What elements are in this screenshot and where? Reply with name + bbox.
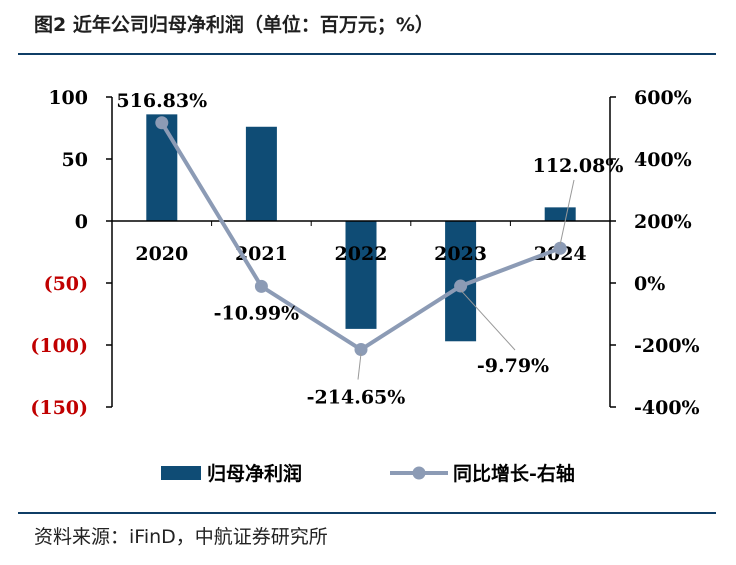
right-tick-label: 0% — [634, 273, 665, 295]
category-label-2022: 2022 — [335, 243, 388, 265]
right-tick-label: -200% — [634, 335, 700, 357]
category-label-2023: 2023 — [434, 243, 487, 265]
left-tick-label: 50 — [62, 149, 88, 171]
chart-title: 图2 近年公司归母净利润（单位：百万元；%） — [34, 14, 434, 36]
category-label-2021: 2021 — [235, 243, 288, 265]
bar-2021 — [245, 126, 277, 221]
right-tick-label: -400% — [634, 397, 700, 419]
left-tick-label: 100 — [48, 87, 88, 109]
source-note: 资料来源：iFinD，中航证券研究所 — [34, 526, 328, 548]
data-label-2020: 516.83% — [116, 90, 207, 112]
growth-point-2020 — [155, 116, 169, 130]
legend-bar-label: 归母净利润 — [207, 462, 302, 485]
top-divider — [18, 53, 716, 55]
bar-2020 — [146, 114, 178, 221]
bar-2022 — [345, 221, 377, 329]
legend-bar-swatch — [161, 466, 201, 480]
category-label-2020: 2020 — [135, 243, 188, 265]
growth-point-2022 — [354, 343, 368, 357]
leader-line — [460, 289, 516, 351]
left-tick-label: 0 — [75, 211, 88, 233]
legend-line-marker — [412, 466, 426, 480]
data-label-2024: 112.08% — [533, 155, 624, 177]
data-label-2023: -9.79% — [477, 355, 549, 377]
growth-point-2023 — [454, 279, 468, 293]
chart: 100 50 0 (50) (100) (150) 600% 400% 200% 0% -200%… — [30, 87, 700, 485]
growth-point-2021 — [254, 279, 268, 293]
leader-line — [357, 353, 362, 380]
growth-point-2024 — [553, 241, 567, 255]
right-tick-label: 200% — [634, 211, 692, 233]
data-label-2022: -214.65% — [307, 387, 406, 409]
legend-line-label: 同比增长-右轴 — [453, 462, 575, 485]
left-tick-label: (100) — [30, 335, 88, 357]
left-tick-label: (50) — [44, 273, 88, 295]
leader-line — [559, 179, 575, 245]
data-label-2021: -10.99% — [214, 302, 299, 324]
right-tick-label: 400% — [634, 149, 692, 171]
right-tick-label: 600% — [634, 87, 692, 109]
bar-2024 — [544, 207, 576, 221]
bottom-divider — [18, 512, 716, 514]
left-tick-label: (150) — [30, 397, 88, 419]
